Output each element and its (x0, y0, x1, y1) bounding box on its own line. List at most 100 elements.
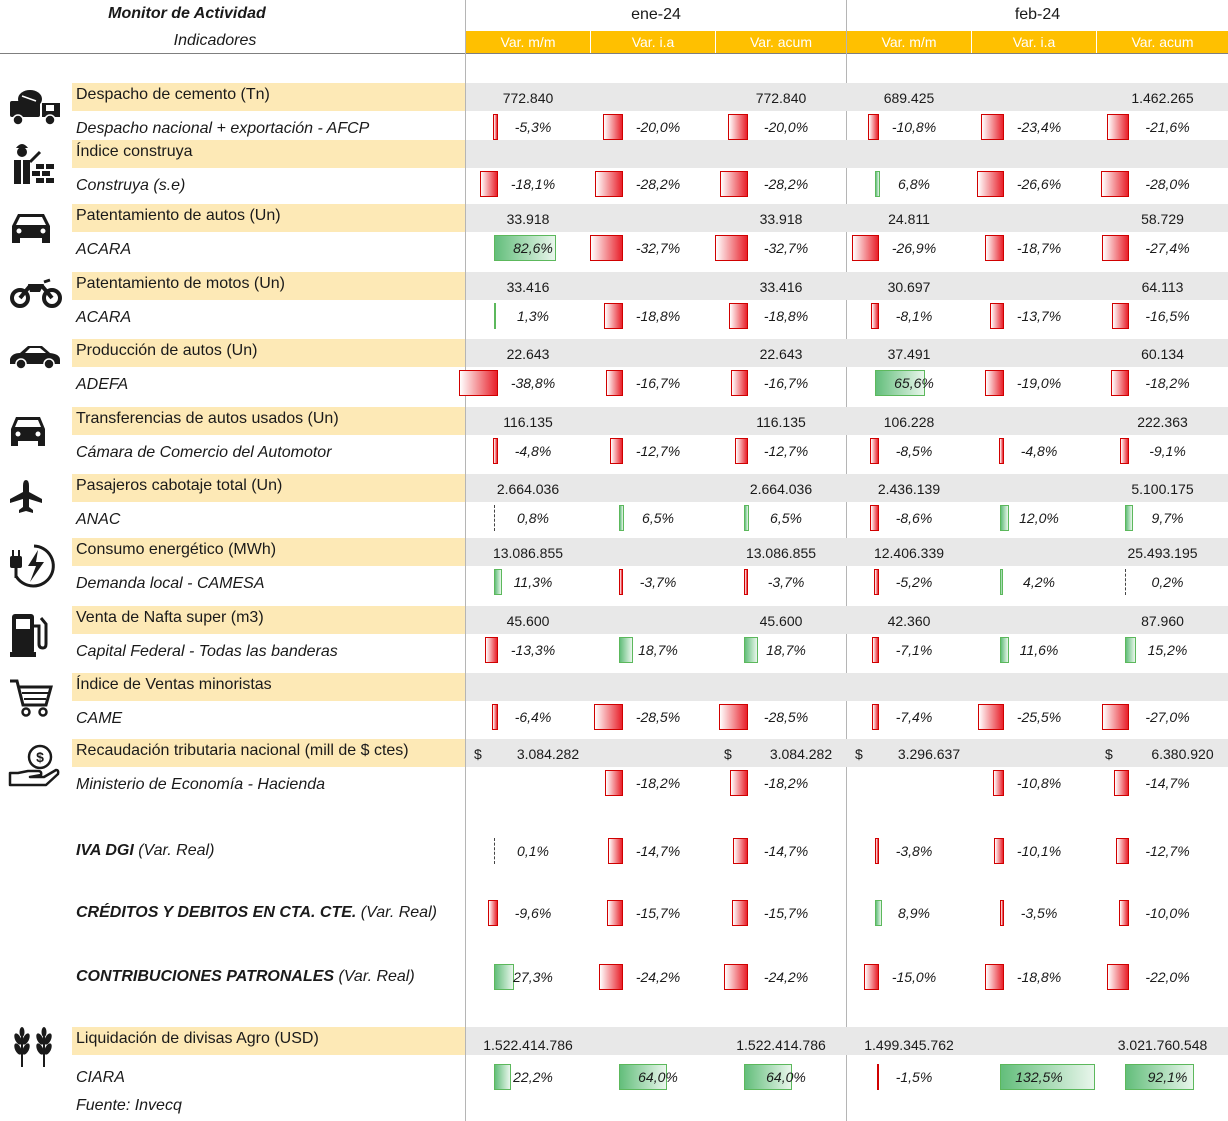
data-bar-negative (735, 438, 748, 464)
data-bar-negative (864, 964, 879, 990)
source-label: Construya (s.e) (76, 177, 186, 194)
value-cell: 45.600 (759, 613, 803, 629)
data-bar-negative (492, 704, 498, 730)
source-label: ANAC (76, 511, 121, 528)
percent-cell: -16,7% (763, 375, 809, 391)
column-header: Var. acum (716, 31, 846, 53)
value-cell: 3.021.760.548 (1117, 1037, 1208, 1053)
data-bar-negative (874, 569, 879, 595)
column-header: Var. acum (1097, 31, 1228, 53)
shopping-cart-icon (8, 677, 54, 722)
value-cell: 22.643 (506, 346, 550, 362)
data-bar-negative (733, 838, 748, 864)
percent-cell: -28,0% (1145, 176, 1190, 192)
percent-cell: -18,1% (510, 176, 556, 192)
data-bar-negative (875, 838, 879, 864)
percent-cell: -18,8% (635, 308, 681, 324)
tax-label: IVA DGI (Var. Real) (76, 842, 214, 860)
data-bar-negative (724, 964, 748, 990)
tax-note: (Var. Real) (334, 968, 415, 985)
indicator-label: Recaudación tributaria nacional (mill de… (72, 739, 465, 767)
data-bar-negative (871, 303, 879, 329)
percent-cell: -16,5% (1145, 308, 1190, 324)
data-bar-negative (870, 505, 879, 531)
data-bar-positive (1000, 637, 1009, 663)
data-bar-negative (610, 438, 623, 464)
fuel-pump-icon (8, 610, 48, 663)
percent-cell: -22,0% (1145, 969, 1190, 985)
data-bar-negative (1101, 171, 1129, 197)
percent-cell: -6,4% (514, 709, 552, 725)
data-bar-positive (1125, 505, 1133, 531)
value-band (466, 407, 1228, 435)
value-cell: 25.493.195 (1127, 545, 1198, 561)
percent-cell: 92,1% (1147, 1069, 1188, 1085)
table-title: Monitor de Actividad (108, 5, 266, 22)
value-band (466, 538, 1228, 566)
column-divider (465, 0, 466, 1121)
data-bar-negative (590, 235, 623, 261)
percent-cell: 0,1% (517, 843, 549, 859)
value-cell: 3.084.282 (516, 746, 580, 762)
source-label: Capital Federal - Todas las banderas (76, 643, 338, 660)
value-cell: 22.643 (759, 346, 803, 362)
percent-cell: -24,2% (763, 969, 809, 985)
column-header: Var. m/m (847, 31, 971, 53)
data-bar-negative (606, 370, 623, 396)
data-bar-negative (868, 114, 879, 140)
indicator-label: Venta de Nafta super (m3) (72, 606, 465, 634)
percent-cell: 8,9% (898, 905, 930, 921)
indicator-label: Patentamiento de motos (Un) (72, 272, 465, 300)
motorcycle-icon (10, 276, 62, 313)
data-bar-negative (1102, 704, 1129, 730)
value-cell: 772.840 (755, 90, 807, 106)
currency-symbol: $ (855, 746, 863, 762)
data-bar-negative (852, 235, 879, 261)
value-cell: 13.086.855 (492, 545, 564, 561)
value-cell: 2.664.036 (749, 481, 813, 497)
percent-cell: -16,7% (635, 375, 681, 391)
percent-cell: -13,3% (510, 642, 556, 658)
percent-cell: -3,7% (767, 574, 805, 590)
data-bar-negative (1111, 370, 1129, 396)
percent-cell: 82,6% (513, 240, 553, 256)
value-cell: 45.600 (506, 613, 550, 629)
percent-cell: 65,6% (894, 375, 934, 391)
data-bar-negative (608, 838, 623, 864)
data-bar-negative (605, 770, 623, 796)
value-cell: 30.697 (887, 279, 931, 295)
wheat-icon (8, 1027, 58, 1074)
percent-cell: -7,4% (895, 709, 933, 725)
money-hand-icon: $ (8, 743, 60, 794)
data-bar-positive (494, 235, 557, 261)
data-bar-positive (494, 1064, 511, 1090)
data-bar-negative (981, 114, 1004, 140)
indicator-label: Pasajeros cabotaje total (Un) (72, 474, 465, 502)
percent-cell: -32,7% (763, 240, 809, 256)
percent-cell: -26,6% (1016, 176, 1062, 192)
percent-cell: -38,8% (510, 375, 556, 391)
percent-cell: 0,8% (517, 510, 549, 526)
data-bar-negative (990, 303, 1004, 329)
value-cell: 33.918 (759, 211, 803, 227)
percent-cell: 9,7% (1151, 510, 1184, 526)
data-bar-negative (1114, 770, 1129, 796)
construction-worker-icon (6, 138, 56, 191)
data-bar-negative (999, 438, 1004, 464)
percent-cell: -15,0% (891, 969, 937, 985)
data-bar-positive (875, 171, 881, 197)
value-cell: 12.406.339 (873, 545, 945, 561)
data-bar-positive (619, 637, 634, 663)
value-cell: 60.134 (1141, 346, 1184, 362)
data-bar-negative (480, 171, 498, 197)
percent-cell: 11,3% (513, 574, 553, 590)
value-cell: 3.296.637 (897, 746, 961, 762)
value-band (466, 739, 1228, 767)
percent-cell: 12,0% (1019, 510, 1059, 526)
data-bar-positive (494, 964, 515, 990)
percent-cell: -4,8% (1020, 443, 1058, 459)
percent-cell: -3,5% (1020, 905, 1058, 921)
percent-cell: -5,3% (514, 119, 552, 135)
percent-cell: -7,1% (895, 642, 933, 658)
